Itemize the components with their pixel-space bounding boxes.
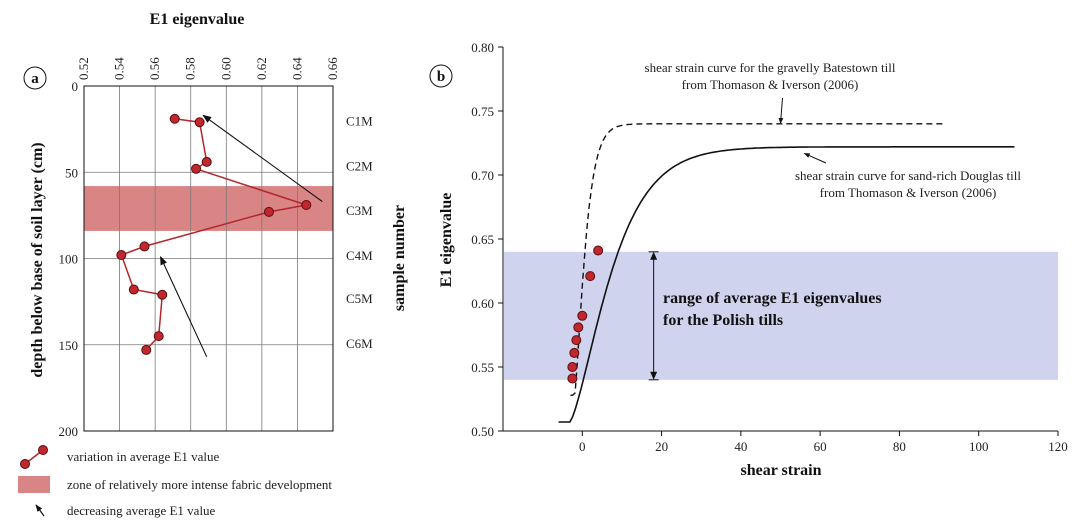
- douglas-annotation-arrow: [803, 152, 827, 164]
- range-band: [504, 251, 1058, 380]
- panel-a-x-axis-label: E1 eigenvalue: [150, 11, 245, 28]
- panel-a-y-tick-label: 0: [72, 79, 79, 94]
- range-arrowhead-bottom: [650, 371, 658, 380]
- e1-data-point: [169, 113, 180, 124]
- panel-a-y-tick-label: 200: [59, 424, 79, 439]
- panel-a-label: a: [23, 66, 47, 90]
- sample-label: C2M: [346, 158, 373, 173]
- panel-b-x-tick-label: 100: [969, 439, 989, 454]
- shear-data-point: [573, 322, 584, 333]
- panel-b-y-axis-label: E1 eigenvalue: [438, 193, 455, 288]
- e1-data-point: [116, 250, 127, 261]
- e1-data-point: [153, 331, 164, 342]
- svg-text:a: a: [31, 71, 39, 87]
- sample-label: C1M: [346, 114, 373, 129]
- e1-data-point: [191, 163, 202, 174]
- panel-a-y-tick-label: 50: [65, 165, 78, 180]
- panel-b-y-tick-label: 0.75: [471, 104, 494, 119]
- douglas-annotation-line-1: shear strain curve for sand-rich Douglas…: [795, 168, 1021, 183]
- shear-data-point: [593, 245, 604, 256]
- legend-label-arrow: decreasing average E1 value: [67, 503, 216, 518]
- panel-b-x-tick-label: 40: [734, 439, 747, 454]
- sample-label: C3M: [346, 203, 373, 218]
- panel-a: 0.52 0.54 0.56 0.58 0.60 0.62 0.64 0.66 0 50 100 1…: [18, 11, 408, 518]
- panel-a-y-tick-label: 150: [59, 338, 79, 353]
- panel-a-frame: [83, 85, 334, 432]
- range-label-line-2: for the Polish tills: [663, 312, 783, 329]
- shear-data-point: [585, 271, 596, 282]
- panel-b-x-axis-label: shear strain: [740, 462, 821, 479]
- panel-a-x-tick-label: 0.64: [289, 57, 304, 80]
- legend-item-zone: zone of relatively more intense fabric d…: [18, 476, 332, 493]
- batestown-shear-curve: [570, 123, 943, 396]
- e1-variation-line: [120, 118, 307, 351]
- panel-b-y-tick-label: 0.65: [471, 232, 494, 247]
- panel-a-x-tick-label: 0.54: [112, 57, 127, 80]
- e1-data-point: [194, 117, 205, 128]
- panel-b: 0 20 40 60 80 100 120 0.50 0.55 0.60 0.65 0.70 0.75…: [429, 40, 1068, 479]
- sample-label: C4M: [346, 248, 373, 263]
- panel-a-y-tick-label: 100: [59, 252, 79, 267]
- shear-data-point: [577, 310, 588, 321]
- panel-b-y-tick-label: 0.70: [471, 168, 494, 183]
- batestown-annotation-arrow: [778, 97, 784, 124]
- legend-item-variation: variation in average E1 value: [20, 445, 220, 469]
- douglas-shear-curve: [558, 146, 1015, 423]
- e1-data-point: [201, 156, 212, 167]
- legend-label-variation: variation in average E1 value: [67, 449, 220, 464]
- shear-data-point: [567, 373, 578, 384]
- panel-a-x-tick-label: 0.56: [147, 57, 162, 80]
- shear-data-point: [569, 347, 580, 358]
- sample-label: C6M: [346, 336, 373, 351]
- fabric-zone-band: [84, 186, 333, 231]
- panel-b-label: b: [429, 64, 453, 88]
- batestown-annotation-line-2: from Thomason & Iverson (2006): [682, 77, 859, 92]
- panel-a-x-tick-label: 0.62: [254, 57, 269, 80]
- panel-a-x-tick-label: 0.58: [183, 57, 198, 80]
- panel-b-y-tick-label: 0.55: [471, 360, 494, 375]
- panel-a-x-tick-label: 0.66: [325, 57, 340, 80]
- e1-data-point: [139, 241, 150, 252]
- range-label-line-1: range of average E1 eigenvalues: [663, 290, 882, 307]
- svg-text:b: b: [437, 69, 445, 85]
- e1-data-point: [128, 284, 139, 295]
- batestown-annotation-line-1: shear strain curve for the gravelly Bate…: [645, 60, 896, 75]
- e1-data-point: [157, 289, 168, 300]
- decreasing-e1-arrow: [159, 255, 208, 358]
- panel-b-y-tick-label: 0.80: [471, 40, 494, 55]
- panel-b-x-tick-label: 60: [814, 439, 827, 454]
- legend-item-arrow: decreasing average E1 value: [35, 503, 216, 518]
- panel-b-x-tick-label: 80: [893, 439, 906, 454]
- douglas-annotation-line-2: from Thomason & Iverson (2006): [820, 185, 997, 200]
- legend: variation in average E1 value zone of re…: [18, 445, 332, 518]
- panel-b-x-tick-label: 120: [1048, 439, 1068, 454]
- panel-a-x-tick-label: 0.60: [218, 57, 233, 80]
- panel-b-x-tick-label: 0: [579, 439, 586, 454]
- range-arrowhead-top: [650, 251, 658, 260]
- panel-a-y-axis-label: depth below base of soil layer (cm): [29, 142, 46, 377]
- e1-data-point: [263, 206, 274, 217]
- panel-b-y-tick-label: 0.60: [471, 296, 494, 311]
- shear-data-point: [567, 362, 578, 372]
- panel-a-x-tick-label: 0.52: [76, 57, 91, 80]
- legend-label-zone: zone of relatively more intense fabric d…: [67, 477, 332, 492]
- sample-label: C5M: [346, 291, 373, 306]
- decreasing-e1-arrow: [202, 114, 323, 203]
- e1-data-point: [141, 344, 152, 355]
- shear-data-point: [571, 335, 582, 346]
- panel-a-sample-axis-label: sample number: [391, 205, 408, 311]
- panel-b-y-tick-label: 0.50: [471, 424, 494, 439]
- panel-b-x-tick-label: 20: [655, 439, 668, 454]
- e1-data-point: [301, 200, 312, 211]
